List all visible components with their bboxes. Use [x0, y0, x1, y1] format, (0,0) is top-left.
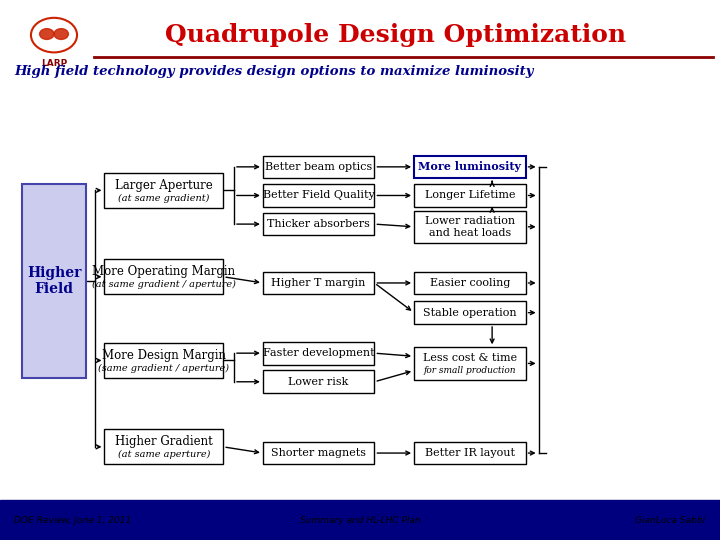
Text: Longer Lifetime: Longer Lifetime [425, 191, 515, 200]
Text: Less cost & time: Less cost & time [423, 353, 517, 363]
FancyBboxPatch shape [263, 156, 374, 178]
Text: Higher T margin: Higher T margin [271, 278, 366, 288]
FancyBboxPatch shape [104, 259, 223, 294]
Text: More Operating Margin: More Operating Margin [92, 265, 235, 278]
Text: GianLuca Sabbi: GianLuca Sabbi [636, 516, 706, 524]
Text: DOE Review, June 1, 2011: DOE Review, June 1, 2011 [14, 516, 132, 524]
FancyBboxPatch shape [414, 347, 526, 380]
Text: Better beam optics: Better beam optics [265, 162, 372, 172]
Text: Better IR layout: Better IR layout [425, 448, 515, 458]
Text: Faster development: Faster development [263, 348, 374, 358]
Text: Easier cooling: Easier cooling [430, 278, 510, 288]
Circle shape [40, 29, 54, 39]
FancyBboxPatch shape [263, 272, 374, 294]
FancyBboxPatch shape [104, 343, 223, 378]
Text: Summary and HL-LHC Plan: Summary and HL-LHC Plan [300, 516, 420, 524]
Text: Larger Aperture: Larger Aperture [115, 179, 212, 192]
Text: Higher Gradient: Higher Gradient [115, 435, 212, 448]
FancyBboxPatch shape [414, 156, 526, 178]
FancyBboxPatch shape [104, 173, 223, 208]
FancyBboxPatch shape [104, 429, 223, 464]
Text: Higher
Field: Higher Field [27, 266, 81, 296]
Bar [0, 500, 720, 540]
Text: Stable operation: Stable operation [423, 308, 517, 318]
Text: Better Field Quality: Better Field Quality [263, 191, 374, 200]
Text: (at same gradient): (at same gradient) [118, 193, 210, 202]
FancyBboxPatch shape [414, 301, 526, 324]
Text: and heat loads: and heat loads [428, 228, 511, 238]
Text: More Design Margin: More Design Margin [102, 349, 226, 362]
Circle shape [54, 29, 68, 39]
Text: Thicker absorbers: Thicker absorbers [267, 219, 370, 229]
Text: Lower radiation: Lower radiation [425, 217, 515, 226]
Bar [0, 0, 720, 65]
FancyBboxPatch shape [263, 213, 374, 235]
Text: (at same aperture): (at same aperture) [117, 450, 210, 459]
Text: Lower risk: Lower risk [289, 377, 348, 387]
FancyBboxPatch shape [263, 370, 374, 393]
Text: Shorter magnets: Shorter magnets [271, 448, 366, 458]
FancyBboxPatch shape [263, 442, 374, 464]
Text: More luminosity: More luminosity [418, 161, 521, 172]
Text: for small production: for small production [423, 366, 516, 375]
FancyBboxPatch shape [414, 211, 526, 243]
Text: (same gradient / aperture): (same gradient / aperture) [99, 363, 229, 373]
FancyBboxPatch shape [414, 184, 526, 207]
FancyBboxPatch shape [263, 184, 374, 207]
Text: LARP: LARP [41, 59, 67, 69]
FancyBboxPatch shape [414, 442, 526, 464]
FancyBboxPatch shape [22, 184, 86, 378]
FancyBboxPatch shape [263, 342, 374, 364]
Text: (at same gradient / aperture): (at same gradient / aperture) [92, 280, 235, 289]
Text: High field technology provides design options to maximize luminosity: High field technology provides design op… [14, 65, 534, 78]
Text: Quadrupole Design Optimization: Quadrupole Design Optimization [166, 23, 626, 47]
FancyBboxPatch shape [414, 272, 526, 294]
